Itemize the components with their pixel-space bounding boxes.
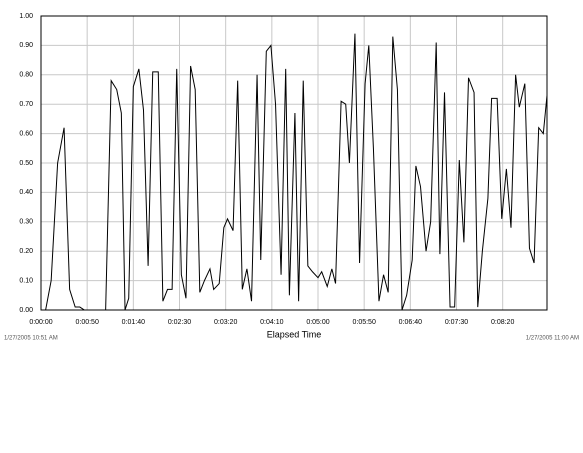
y-tick-label: 0.00: [19, 307, 33, 314]
y-tick-label: 1.00: [19, 13, 33, 20]
data-line: [41, 33, 548, 311]
y-tick-label: 0.70: [19, 101, 33, 108]
x-tick-label: 0:05:50: [352, 319, 375, 326]
start-time: 1/27/2005 10:51 AM: [4, 336, 58, 342]
x-tick-label: 0:00:50: [75, 319, 98, 326]
y-tick-label: 0.90: [19, 42, 33, 49]
x-tick-label: 0:02:30: [168, 319, 191, 326]
y-tick-label: 0.50: [19, 160, 33, 167]
end-time: 1/27/2005 11:00 AM: [526, 336, 579, 342]
x-tick-label: 0:03:20: [214, 319, 237, 326]
x-tick-label: 0:05:00: [306, 319, 329, 326]
x-tick-label: 0:01:40: [122, 319, 145, 326]
y-tick-label: 0.30: [19, 219, 33, 226]
plot-frame: [40, 15, 548, 311]
y-tick-label: 0.80: [19, 72, 33, 79]
x-tick-label: 0:07:30: [445, 319, 468, 326]
x-tick-label: 0:04:10: [260, 319, 283, 326]
x-tick-label: 0:08:20: [491, 319, 514, 326]
y-tick-label: 0.10: [19, 277, 33, 284]
x-tick-label: 0:06:40: [399, 319, 422, 326]
x-tick-label: 0:00:00: [29, 319, 52, 326]
y-tick-label: 0.40: [19, 189, 33, 196]
y-tick-label: 0.60: [19, 130, 33, 137]
x-axis-label: Elapsed Time: [267, 329, 322, 339]
y-tick-label: 0.20: [19, 248, 33, 255]
